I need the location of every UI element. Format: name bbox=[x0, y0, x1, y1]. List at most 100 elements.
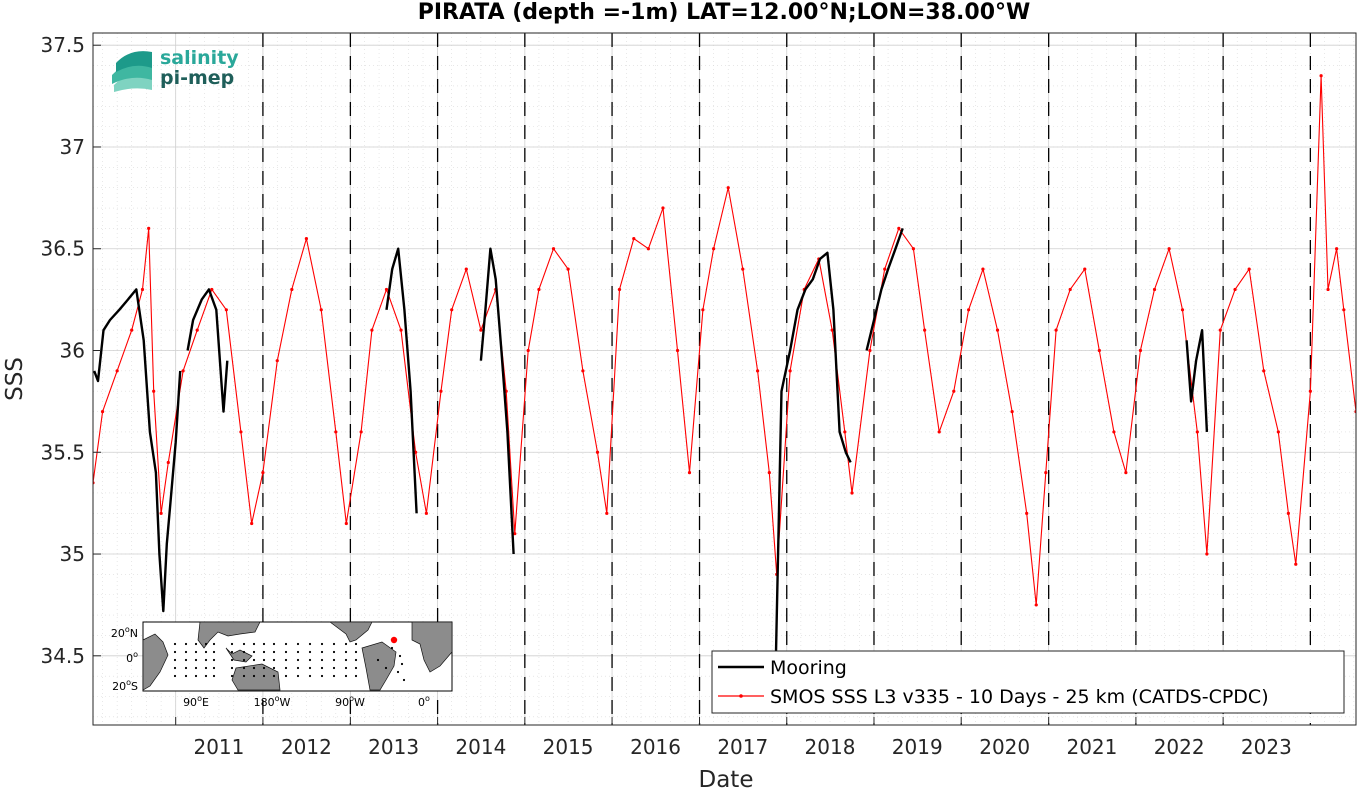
logo-text-pi-mep: pi-mep bbox=[160, 67, 234, 89]
mooring-dot bbox=[252, 650, 256, 654]
major-grid bbox=[93, 33, 1356, 725]
smos-point bbox=[1010, 409, 1014, 414]
smos-point bbox=[646, 247, 650, 251]
smos-point bbox=[967, 308, 971, 312]
smos-point bbox=[595, 450, 600, 454]
x-axis-label: Date bbox=[699, 767, 754, 790]
legend-box bbox=[711, 650, 1345, 714]
smos-point bbox=[923, 328, 927, 332]
mooring-dot bbox=[173, 666, 177, 670]
mooring-dot bbox=[344, 650, 348, 654]
smos-point bbox=[1308, 389, 1312, 393]
y-tick-label: 37.5 bbox=[40, 33, 85, 57]
smos-point bbox=[1276, 430, 1280, 434]
logo-mark-icon bbox=[112, 51, 152, 92]
mooring-dot bbox=[194, 658, 198, 662]
mooring-dot bbox=[262, 650, 266, 654]
x-tick-label: 2012 bbox=[281, 735, 332, 759]
mooring-dot bbox=[272, 650, 276, 654]
mooring-array-dots bbox=[173, 642, 406, 682]
smos-point bbox=[755, 369, 760, 373]
map-landmasses bbox=[142, 621, 453, 691]
smos-point bbox=[384, 287, 389, 292]
x-tick-label: 2014 bbox=[455, 735, 506, 759]
x-axis: 2011 2012 2013 2014 2015 2016 2017 2018 2019 2020… bbox=[175, 717, 1292, 759]
x-tick-label: 2022 bbox=[1154, 735, 1205, 759]
mooring-dot bbox=[262, 658, 266, 662]
mooring-dot bbox=[184, 674, 188, 678]
mooring-dot bbox=[384, 666, 388, 670]
mooring-dot bbox=[230, 642, 234, 646]
smos-point bbox=[1195, 430, 1199, 434]
mooring-dot bbox=[396, 670, 400, 674]
mooring-dot bbox=[184, 642, 188, 646]
smos-point bbox=[1138, 348, 1143, 353]
mooring-dot bbox=[173, 642, 177, 646]
mooring-dot bbox=[194, 642, 198, 646]
smos-point bbox=[1097, 348, 1101, 353]
mooring-dot bbox=[332, 658, 336, 662]
mooring-dot bbox=[242, 658, 246, 662]
smos-point bbox=[319, 308, 323, 312]
map-lon-tick-0: 90oE bbox=[183, 694, 209, 709]
smos-point bbox=[551, 247, 556, 251]
mooring-dot bbox=[173, 650, 177, 654]
smos-point bbox=[1205, 552, 1209, 556]
mooring-dot bbox=[230, 674, 234, 678]
smos-point bbox=[224, 308, 228, 312]
mooring-dot bbox=[184, 658, 188, 662]
smos-point bbox=[712, 247, 716, 251]
mooring-dot bbox=[284, 674, 288, 678]
smos-point bbox=[370, 328, 374, 332]
mooring-dot bbox=[308, 666, 312, 670]
smos-point bbox=[359, 430, 363, 434]
smos-point bbox=[1247, 267, 1251, 271]
mooring-dot bbox=[194, 650, 198, 654]
mooring-dot bbox=[296, 642, 300, 646]
smos-point bbox=[1286, 511, 1290, 515]
mooring-dot bbox=[320, 650, 324, 654]
smos-point bbox=[897, 226, 901, 230]
smos-point bbox=[464, 267, 468, 271]
smos-point bbox=[1152, 287, 1157, 292]
mooring-dot bbox=[400, 662, 404, 666]
mooring-dot bbox=[354, 666, 358, 670]
selected-mooring-marker bbox=[390, 636, 398, 644]
chart-title: PIRATA (depth =-1m) LAT=12.00°N;LON=38.0… bbox=[418, 0, 1031, 25]
x-tick-label: 2021 bbox=[1066, 735, 1117, 759]
x-tick-label: 2019 bbox=[892, 735, 943, 759]
smos-point bbox=[115, 369, 119, 373]
mooring-dot bbox=[184, 666, 188, 670]
smos-point bbox=[1218, 328, 1222, 332]
smos-point bbox=[152, 389, 156, 393]
mooring-dot bbox=[296, 666, 300, 670]
smos-point bbox=[250, 521, 254, 526]
smos-point bbox=[767, 471, 771, 475]
map-lat-tick-0: 20oN bbox=[111, 625, 138, 640]
smos-point bbox=[981, 267, 985, 271]
series-smos bbox=[93, 74, 1356, 607]
mooring-dot bbox=[212, 658, 216, 662]
mooring-dot bbox=[344, 674, 348, 678]
smos-point bbox=[513, 532, 517, 536]
x-tick-label: 2016 bbox=[630, 735, 681, 759]
mooring-dot bbox=[230, 666, 234, 670]
mooring-dot bbox=[212, 650, 216, 654]
mooring-dot bbox=[252, 666, 256, 670]
legend-label-smos: SMOS SSS L3 v335 - 10 Days - 25 km (CATD… bbox=[770, 686, 1269, 708]
map-lat-tick-1: 0o bbox=[126, 650, 138, 665]
smos-point bbox=[239, 430, 243, 434]
mooring-dot bbox=[402, 678, 406, 682]
mooring-dot bbox=[284, 642, 288, 646]
smos-point bbox=[479, 328, 483, 332]
y-tick-label: 35 bbox=[60, 542, 85, 566]
smos-point bbox=[1326, 287, 1330, 292]
inset-map-frame bbox=[142, 621, 453, 692]
smos-point bbox=[275, 359, 279, 363]
mooring-dot bbox=[332, 666, 336, 670]
smos-point bbox=[1342, 308, 1346, 312]
smos-point bbox=[1034, 603, 1038, 607]
smos-point bbox=[147, 226, 151, 230]
mooring-dot bbox=[320, 658, 324, 662]
